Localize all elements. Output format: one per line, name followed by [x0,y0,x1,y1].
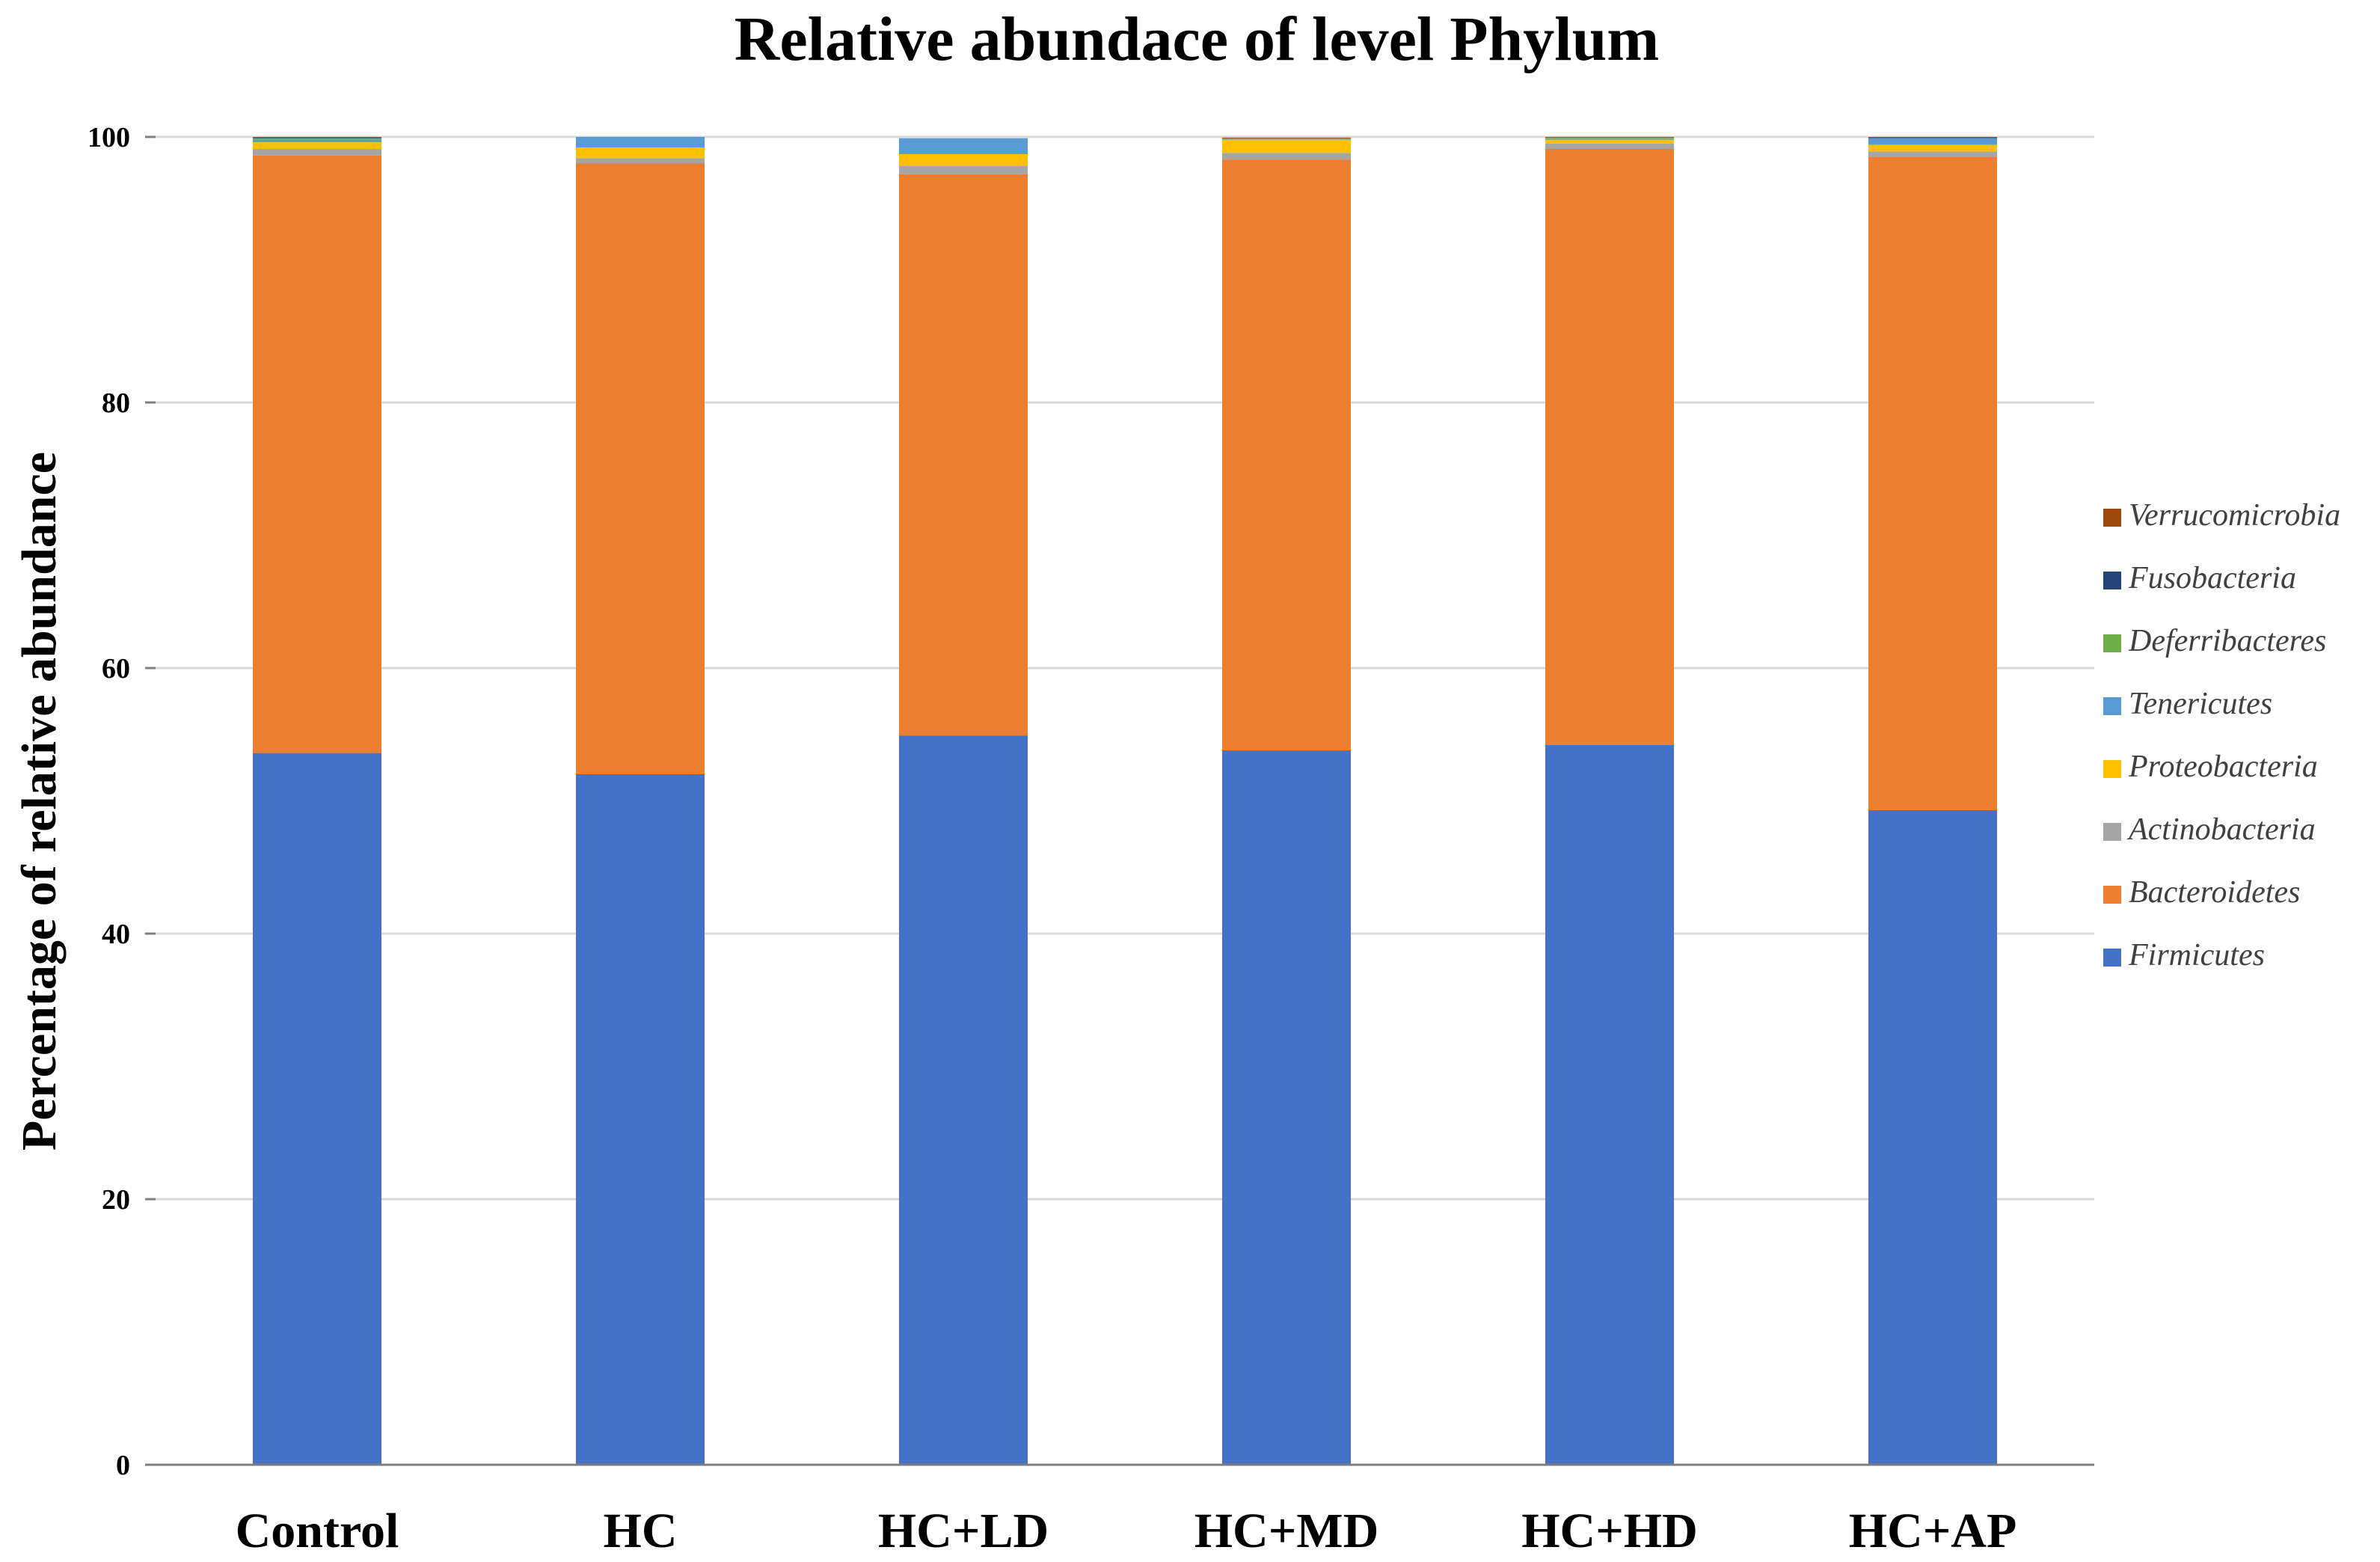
legend-item-deferribacteres: Deferribacteres [2103,624,2326,658]
bar-segment-proteobacteria-hc-ap [1868,144,1997,152]
legend-label-deferribacteres: Deferribacteres [2128,624,2326,658]
bar-segment-bacteroidetes-hc-ap [1868,156,1997,810]
y-tick-labels: 0 20 40 60 80 100 [88,122,130,1481]
bar-segment-bacteroidetes-control [253,155,381,753]
legend-swatch-deferribacteres [2103,634,2121,652]
legend-label-firmicutes: Firmicutes [2128,938,2265,973]
bar-segment-actinobacteria-hc-md [1222,153,1351,160]
legend-label-actinobacteria: Actinobacteria [2126,812,2316,847]
bar-stack-HC+MD [1222,137,1351,1465]
legend-swatch-firmicutes [2103,949,2121,967]
bars [253,137,1997,1465]
legend-label-fusobacteria: Fusobacteria [2128,561,2296,595]
y-axis-label: Percentage of relative abundance [12,452,67,1151]
legend-label-tenericutes: Tenericutes [2129,687,2272,721]
legend-swatch-verrucomicrobia [2103,509,2121,527]
chart-title: Relative abundace of level Phylum [734,4,1660,74]
legend-label-bacteroidetes: Bacteroidetes [2129,875,2300,910]
bar-segment-firmicutes-hc-ap [1868,809,1997,1465]
x-tick-label: HC+AP [1849,1504,2017,1558]
bar-segment-firmicutes-hc-md [1222,750,1351,1465]
bar-segment-verrucomicrobia-hc-ap [1868,137,1997,138]
legend-item-proteobacteria: Proteobacteria [2103,750,2318,784]
bar-segment-actinobacteria-hc-ap [1868,151,1997,157]
bar-segment-firmicutes-hc-hd [1545,744,1674,1465]
legend-swatch-fusobacteria [2103,572,2121,589]
y-tick-label: 60 [102,653,130,684]
bar-segment-proteobacteria-hc [576,147,705,159]
bar-segment-tenericutes-hc-ap [1868,138,1997,145]
legend-item-fusobacteria: Fusobacteria [2103,561,2296,595]
bar-segment-proteobacteria-hc-hd [1545,139,1674,144]
bar-segment-verrucomicrobia-hc-hd [1545,137,1674,138]
bar-segment-bacteroidetes-hc-md [1222,159,1351,751]
bar-segment-tenericutes-hc [576,137,705,148]
legend-label-verrucomicrobia: Verrucomicrobia [2129,498,2340,533]
legend-label-proteobacteria: Proteobacteria [2128,750,2318,784]
legend-item-verrucomicrobia: Verrucomicrobia [2103,498,2340,533]
x-tick-label: HC+MD [1194,1504,1379,1558]
y-tick-label: 40 [102,919,130,950]
x-tick-label: HC+HD [1521,1504,1698,1558]
bar-stack-HC+LD [899,138,1028,1465]
bar-segment-actinobacteria-hc [576,158,705,164]
bar-segment-bacteroidetes-hc [576,163,705,774]
bar-segment-tenericutes-hc-md [1222,138,1351,140]
legend: Verrucomicrobia Fusobacteria Deferribacter… [2103,498,2340,973]
legend-swatch-bacteroidetes [2103,886,2121,904]
bar-segment-tenericutes-hc-ld [899,138,1028,155]
bar-segment-actinobacteria-hc-hd [1545,143,1674,149]
bar-stack-HC+AP [1868,137,1997,1465]
bar-segment-tenericutes-control [253,139,381,143]
bar-segment-proteobacteria-hc-md [1222,139,1351,153]
x-tick-label: HC [604,1504,678,1558]
bar-segment-bacteroidetes-hc-ld [899,174,1028,736]
y-tick-label: 80 [102,388,130,419]
bar-segment-firmicutes-hc [576,774,705,1465]
bar-segment-actinobacteria-hc-ld [899,166,1028,174]
bar-stack-Control [253,137,381,1465]
bar-segment-deferribacteres-control [253,138,381,140]
y-tick-label: 20 [102,1184,130,1216]
axes [145,135,2094,1466]
bar-segment-firmicutes-control [253,753,381,1465]
bar-segment-proteobacteria-control [253,142,381,149]
bar-segment-actinobacteria-control [253,148,381,156]
legend-swatch-proteobacteria [2103,760,2121,778]
gridlines [156,135,2094,1201]
y-tick-label: 100 [88,122,130,153]
y-tick-label: 0 [116,1450,130,1481]
bar-segment-firmicutes-hc-ld [899,735,1028,1465]
legend-swatch-actinobacteria [2103,823,2121,841]
legend-item-actinobacteria: Actinobacteria [2103,812,2316,847]
legend-item-bacteroidetes: Bacteroidetes [2103,875,2300,910]
legend-swatch-tenericutes [2103,697,2121,715]
bar-segment-tenericutes-hc-hd [1545,138,1674,140]
legend-item-firmicutes: Firmicutes [2103,938,2265,973]
x-tick-labels: Control HC HC+LD HC+MD HC+HD HC+AP [236,1504,2017,1558]
bar-segment-bacteroidetes-hc-hd [1545,148,1674,745]
legend-item-tenericutes: Tenericutes [2103,687,2272,721]
x-tick-label: HC+LD [878,1504,1049,1558]
bar-segment-verrucomicrobia-control [253,137,381,138]
bar-segment-proteobacteria-hc-ld [899,154,1028,167]
bar-stack-HC+HD [1545,137,1674,1465]
bar-stack-HC [576,137,705,1465]
x-tick-label: Control [236,1504,399,1558]
